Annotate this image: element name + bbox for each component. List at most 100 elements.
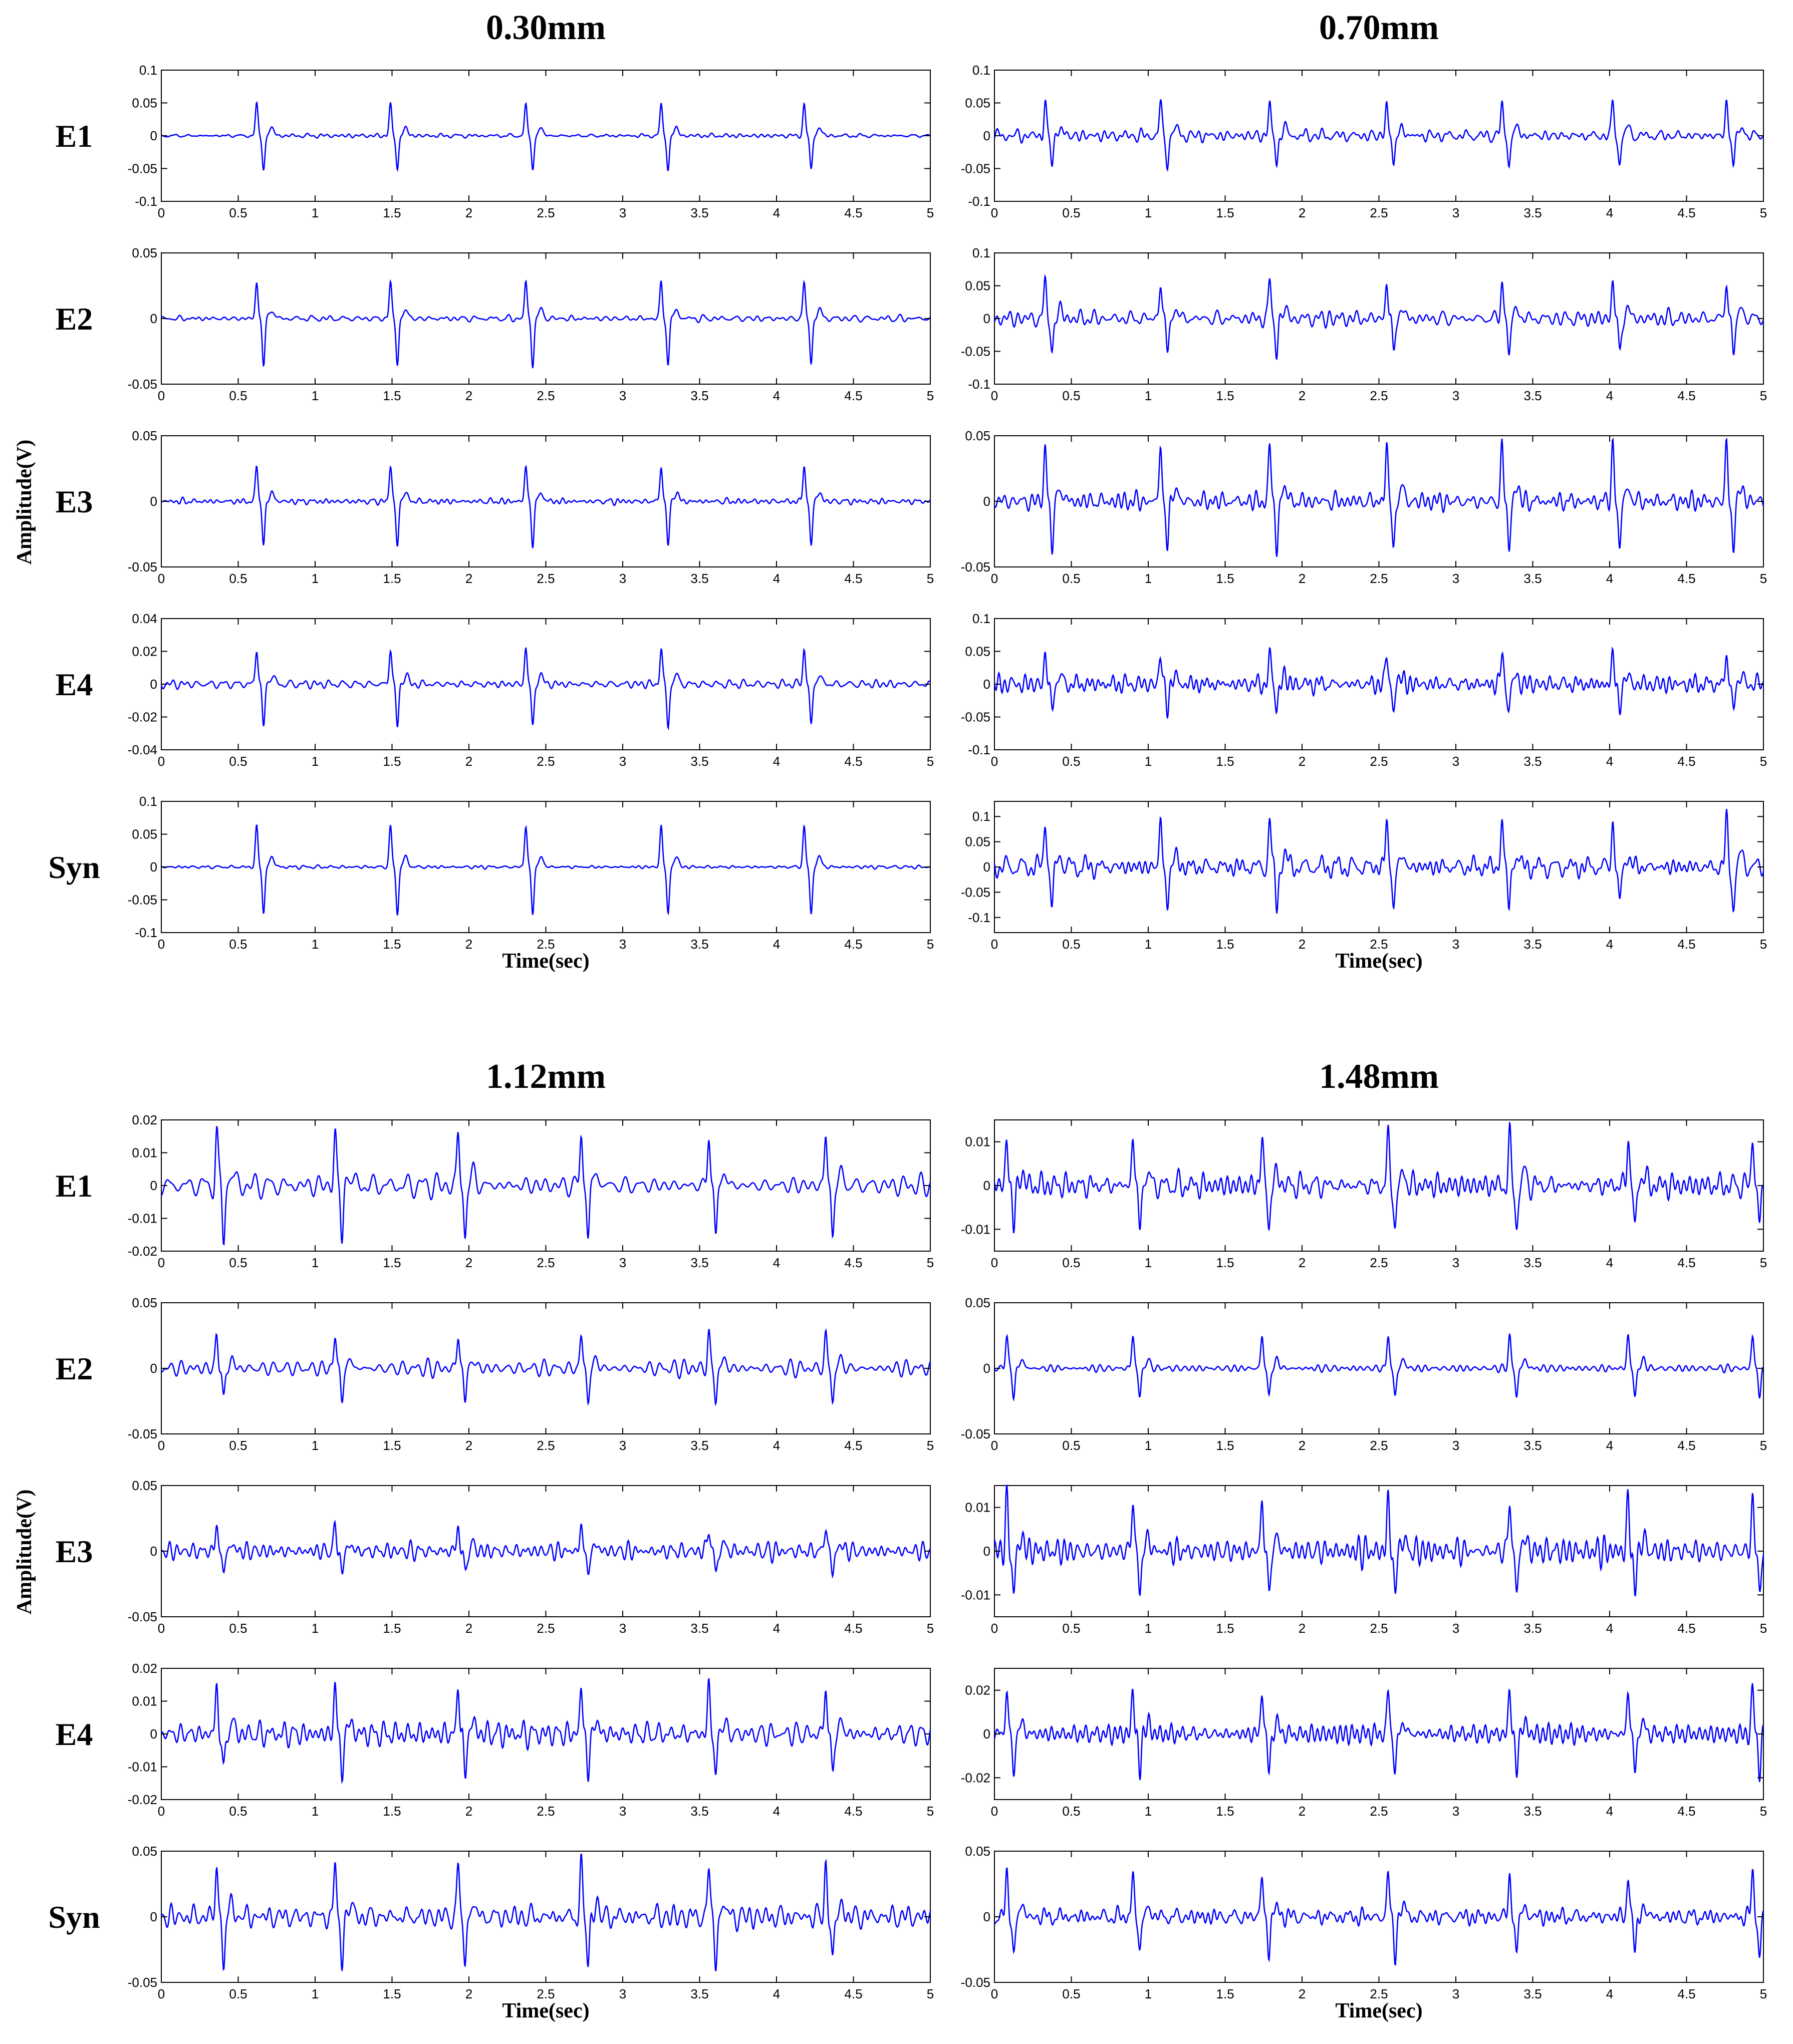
x-tick-label: 3 [619,205,626,220]
y-tick-label: -0.05 [961,710,990,725]
y-tick-label: 0 [150,1361,157,1376]
x-tick-label: 0.5 [1062,388,1080,403]
x-tick-label: 2.5 [1370,1621,1388,1636]
y-tick-label: -0.1 [968,194,990,209]
y-tick-label: 0.1 [972,611,990,626]
x-axis-label: Time(sec) [502,1999,589,2022]
signal-trace [161,279,931,369]
x-tick-label: 1 [1145,1804,1152,1819]
x-tick-label: 1.5 [383,754,401,769]
x-tick-label: 1 [1145,1438,1152,1453]
y-tick-label: 0.05 [132,96,157,111]
x-tick-label: 3.5 [1523,1438,1542,1453]
x-tick-label: 4.5 [1677,571,1695,586]
x-tick-label: 4.5 [1677,205,1695,220]
x-tick-label: 3 [1452,754,1459,769]
y-tick-label: -0.05 [961,161,990,176]
x-tick-label: 5 [927,1438,934,1453]
x-tick-label: 4.5 [1677,1804,1695,1819]
axes-syn: 0 0.5 1 1.5 2 2.5 3 3.5 4 4.5 5 -0.1 -0.05 0 0.05 0.1 [961,801,1767,952]
x-tick-label: 0.5 [1062,1438,1080,1453]
x-tick-label: 3.5 [1523,937,1542,952]
axes-e4: 0 0.5 1 1.5 2 2.5 3 3.5 4 4.5 5 -0.02 -0.01 0 0.01 0.02 [128,1661,934,1819]
x-tick-label: 0.5 [1062,205,1080,220]
y-tick-label: 0 [150,311,157,326]
signal-trace [161,1328,931,1406]
x-tick-label: 1 [1145,754,1152,769]
x-tick-label: 2 [465,1986,472,2001]
y-tick-label: 0 [983,1909,990,1924]
x-tick-label: 0.5 [1062,571,1080,586]
x-tick-label: 1.5 [383,1255,401,1270]
x-tick-label: 0.5 [1062,1621,1080,1636]
signal-trace [161,824,931,916]
x-tick-label: 0 [158,205,165,220]
y-tick-label: 0.05 [965,1844,990,1859]
y-tick-label: 0.05 [132,1295,157,1310]
x-tick-label: 0.5 [229,388,247,403]
y-tick-label: -0.05 [128,161,157,176]
x-tick-label: 4 [773,388,780,403]
axes-syn: 0 0.5 1 1.5 2 2.5 3 3.5 4 4.5 5 -0.1 -0.05 0 0.05 0.1 [128,794,934,952]
x-tick-label: 1 [312,571,319,586]
x-tick-label: 4 [1606,1438,1613,1453]
x-tick-label: 5 [1760,1804,1767,1819]
x-tick-label: 3.5 [1523,754,1542,769]
x-tick-label: 1.5 [1216,205,1234,220]
x-tick-label: 1 [1145,388,1152,403]
x-axis-label: Time(sec) [1335,950,1422,973]
x-tick-label: 2 [465,388,472,403]
x-tick-label: 3 [1452,1986,1459,2001]
y-tick-label: -0.02 [128,1792,157,1807]
y-tick-label: 0 [983,128,990,143]
x-tick-label: 3 [1452,1621,1459,1636]
axes-e3: 0 0.5 1 1.5 2 2.5 3 3.5 4 4.5 5 -0.01 0 0.01 [961,1485,1767,1636]
x-tick-label: 2.5 [1370,388,1388,403]
y-tick-label: 0.05 [965,644,990,659]
x-tick-label: 1 [312,1621,319,1636]
panel-title: 0.30mm [486,9,606,47]
x-tick-label: 0.5 [1062,754,1080,769]
axes-e1: 0 0.5 1 1.5 2 2.5 3 3.5 4 4.5 5 -0.01 0 0.01 [961,1119,1767,1270]
x-tick-label: 4.5 [1677,1255,1695,1270]
x-tick-label: 4.5 [1677,388,1695,403]
x-tick-label: 3.5 [690,571,708,586]
y-tick-label: 0.1 [139,63,157,78]
x-tick-label: 5 [927,937,934,952]
row-label-e1: E1 [56,118,93,154]
y-tick-label: 0 [983,494,990,509]
x-tick-label: 4.5 [1677,937,1695,952]
x-tick-label: 4.5 [844,571,862,586]
y-tick-label: 0.05 [965,278,990,294]
x-tick-label: 5 [1760,1986,1767,2001]
x-tick-label: 2.5 [537,1438,555,1453]
y-tick-label: 0 [150,494,157,509]
signal-trace [994,1867,1764,1966]
axes-e4: 0 0.5 1 1.5 2 2.5 3 3.5 4 4.5 5 -0.04 -0.02 0 0.02 0.04 [128,611,934,769]
x-tick-label: 5 [1760,205,1767,220]
x-tick-label: 0 [991,388,998,403]
y-tick-label: 0 [983,1544,990,1559]
x-tick-label: 2.5 [1370,1804,1388,1819]
y-tick-label: -0.05 [128,1609,157,1624]
signal-trace [161,101,931,172]
x-tick-label: 4.5 [844,1255,862,1270]
x-tick-label: 1.5 [383,388,401,403]
x-tick-label: 4.5 [844,754,862,769]
row-label-e4: E4 [56,667,93,702]
x-tick-label: 5 [927,1986,934,2001]
x-tick-label: 3.5 [690,1621,708,1636]
x-tick-label: 2.5 [1370,1255,1388,1270]
x-tick-label: 2 [465,937,472,952]
y-tick-label: 0 [983,1726,990,1741]
axes-e1: 0 0.5 1 1.5 2 2.5 3 3.5 4 4.5 5 -0.1 -0.05 0 0.05 0.1 [128,63,934,220]
x-tick-label: 0.5 [1062,1255,1080,1270]
y-tick-label: -0.05 [961,344,990,359]
axes-frame [994,801,1764,933]
y-tick-label: 0.05 [965,96,990,111]
x-tick-label: 0 [991,1438,998,1453]
y-tick-label: -0.05 [961,885,990,900]
x-tick-label: 5 [927,754,934,769]
x-tick-label: 5 [1760,1438,1767,1453]
